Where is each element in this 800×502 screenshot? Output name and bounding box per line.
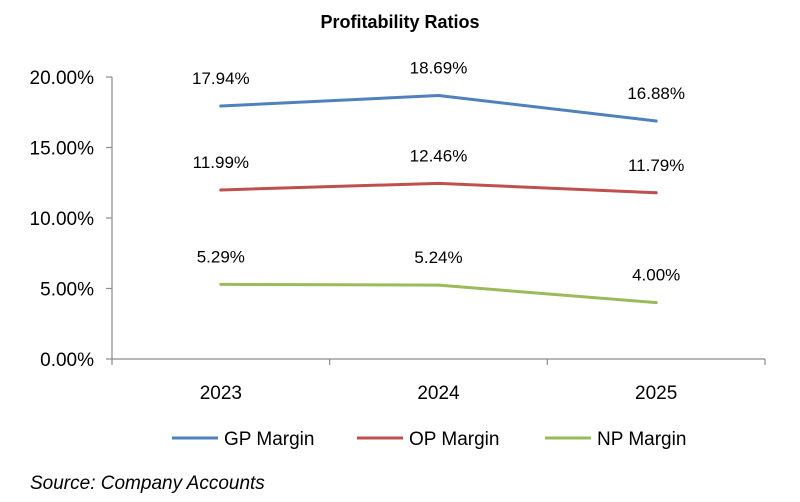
data-label: 18.69% — [410, 58, 468, 77]
data-label: 16.88% — [627, 84, 685, 103]
legend-label: OP Margin — [409, 429, 499, 450]
data-point — [437, 181, 440, 185]
x-tick-label: 2025 — [635, 383, 677, 404]
source-note: Source: Company Accounts — [30, 473, 265, 494]
x-tick-label: 2024 — [417, 383, 460, 404]
axes — [111, 77, 765, 360]
data-point — [219, 282, 223, 286]
legend-label: NP Margin — [597, 429, 686, 450]
chart-title: Profitability Ratios — [320, 12, 479, 32]
data-point — [437, 93, 440, 97]
series-line-np-margin — [219, 282, 658, 305]
data-label: 12.46% — [410, 146, 468, 165]
data-label: 5.29% — [197, 247, 245, 266]
y-tick-label: 0.00% — [40, 350, 94, 371]
legend: GP Margin OP Margin NP Margin — [172, 429, 686, 450]
x-axis-ticks: 2023 2024 2025 — [111, 359, 766, 404]
data-label: 11.99% — [193, 153, 249, 172]
x-tick-label: 2023 — [200, 383, 242, 404]
data-label: 4.00% — [632, 266, 680, 285]
y-tick-label: 20.00% — [30, 68, 95, 89]
y-tick-label: 5.00% — [40, 280, 94, 301]
y-tick-label: 15.00% — [30, 139, 95, 160]
data-labels: 17.94% 18.69% 16.88% 11.99% 12.46% 11.79% 5.29… — [192, 58, 685, 284]
data-point — [654, 191, 658, 195]
y-axis-ticks: 0.00% 5.00% 10.00% 15.00% 20.00% — [30, 68, 112, 371]
data-label: 17.94% — [192, 69, 250, 88]
data-point — [654, 301, 658, 305]
data-point — [437, 283, 440, 287]
legend-label: GP Margin — [224, 429, 314, 450]
data-point — [654, 119, 658, 123]
series-line-gp-margin — [219, 93, 658, 123]
y-tick-label: 10.00% — [30, 209, 95, 230]
data-point — [219, 188, 223, 192]
data-label: 11.79% — [628, 156, 684, 175]
data-point — [219, 104, 223, 108]
series-lines — [219, 93, 658, 305]
data-label: 5.24% — [414, 248, 462, 267]
